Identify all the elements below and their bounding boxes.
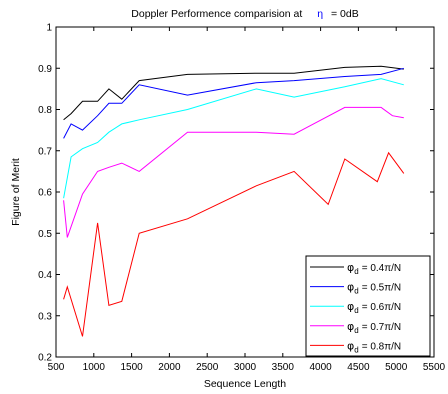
legend-symbol: φ [347,339,354,352]
legend-label: = 0.5π/N [362,283,401,294]
legend-symbol: φ [347,281,354,294]
legend: φd = 0.4π/Nφd = 0.5π/Nφd = 0.6π/Nφd = 0.7π/N… [305,255,431,357]
x-tick-label: 2500 [196,362,219,373]
legend-symbol: φ [347,300,354,313]
x-tick-label: 500 [48,362,65,373]
series-line-4 [63,106,404,238]
chart-title: Doppler Performence comparision at η = 0… [131,8,358,20]
legend-subscript: d [354,345,358,354]
y-tick-label: 0.9 [38,64,52,75]
legend-subscript: d [354,267,358,276]
legend-entry: φd = 0.8π/N [347,339,401,354]
y-tick-label: 0.4 [38,270,52,281]
chart-title-symbol: η [317,8,323,20]
series-line-1 [63,65,404,121]
x-tick-label: 4000 [309,362,332,373]
legend-subscript: d [354,287,358,296]
chart-title-suffix: = 0dB [331,8,359,20]
x-tick-label: 4500 [347,362,370,373]
y-tick-label: 0.3 [38,311,52,322]
y-tick-label: 0.7 [38,146,52,157]
y-tick-label: 0.5 [38,229,52,240]
y-axis-label: Figure of Merit [10,158,22,226]
legend-label: = 0.7π/N [362,322,401,333]
series-layer [63,65,405,337]
legend-entry: φd = 0.5π/N [347,281,401,296]
y-tick-label: 0.6 [38,188,52,199]
x-tick-label: 1500 [120,362,143,373]
legend-entry: φd = 0.7π/N [347,320,401,335]
x-tick-label: 2000 [158,362,181,373]
x-tick-label: 1000 [83,362,106,373]
x-tick-label: 3000 [234,362,257,373]
x-tick-label: 5000 [385,362,408,373]
series-line-3 [63,78,404,199]
legend-label: = 0.6π/N [362,302,401,313]
y-tick-label: 0.8 [38,105,52,116]
legend-symbol: φ [347,261,354,274]
legend-entry: φd = 0.6π/N [347,300,401,315]
y-tick-label: 0.2 [38,353,52,364]
x-axis-label: Sequence Length [204,378,286,390]
legend-symbol: φ [347,320,354,333]
series-line-2 [63,67,404,139]
legend-subscript: d [354,326,358,335]
legend-label: = 0.4π/N [362,263,401,274]
x-tick-label: 3500 [272,362,295,373]
series-line-5 [63,151,405,337]
legend-label: = 0.8π/N [362,341,401,352]
chart-title-prefix: Doppler Performence comparision at [131,8,302,20]
legend-subscript: d [354,306,358,315]
y-tick-label: 1 [46,23,52,34]
x-tick-label: 5500 [423,362,446,373]
legend-entry: φd = 0.4π/N [347,261,401,276]
